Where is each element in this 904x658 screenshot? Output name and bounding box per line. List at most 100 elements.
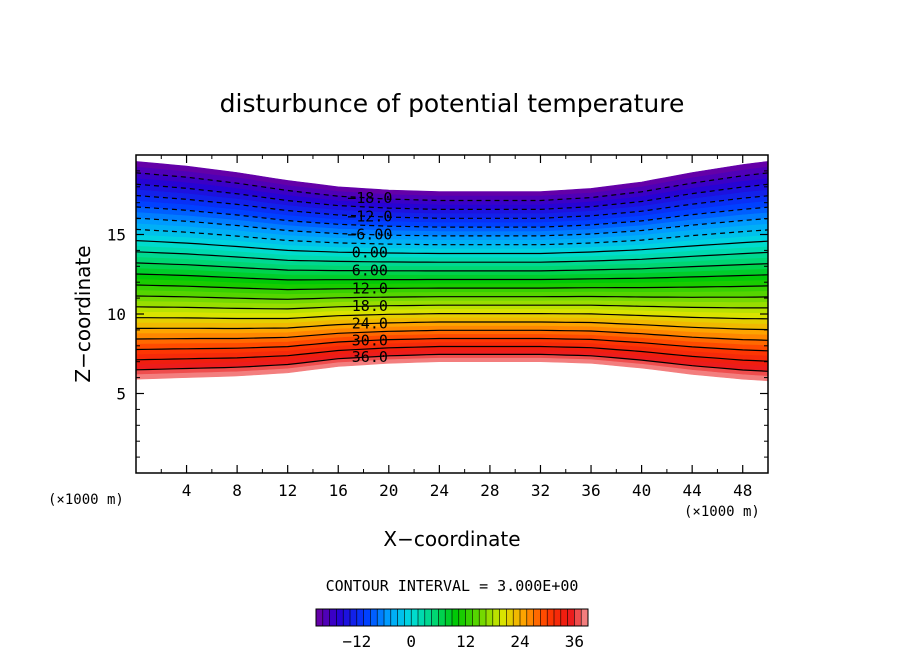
colorbar-tick-label: 24: [510, 632, 529, 651]
contour-line-negative: [136, 206, 768, 228]
x-tick-label: 28: [480, 481, 499, 500]
contour-label: −12.0: [347, 207, 392, 225]
contour-line: [136, 240, 768, 255]
colorbar-cell: [384, 609, 392, 626]
colorbar-cell: [560, 609, 568, 626]
x-tick-label: 44: [683, 481, 702, 500]
colorbar-cell: [329, 609, 337, 626]
colorbar-tick-labels: −12 0 12 24 36: [342, 632, 584, 651]
y-tick-label: 15: [107, 226, 126, 245]
contour-line-negative: [136, 228, 768, 246]
colorbar-cell: [356, 609, 364, 626]
x-axis-ticks: 4 8 12 16 20 24 28 32 36 40 44 48: [160, 155, 752, 500]
colorbar-cell: [486, 609, 494, 626]
colorbar-cell: [581, 609, 589, 626]
x-tick-label: 20: [379, 481, 398, 500]
contour-line-negative: [136, 194, 768, 219]
colorbar-cell: [316, 609, 324, 626]
colorbar-cell: [377, 609, 385, 626]
colorbar-cell: [452, 609, 460, 626]
x-axis-label: X−coordinate: [383, 527, 520, 551]
contour-label: −18.0: [347, 189, 392, 207]
colorbar-cell: [554, 609, 562, 626]
x-tick-label: 40: [632, 481, 651, 500]
contour-label: 36.0: [352, 348, 388, 366]
x-unit-label-right: (×1000 m): [684, 504, 760, 520]
colorbar-cell: [547, 609, 555, 626]
colorbar-tick-label: −12: [342, 632, 371, 651]
contour-line: [136, 353, 768, 372]
contour-line: [136, 262, 768, 272]
contour-line: [136, 273, 768, 281]
contour-line-negative: [136, 183, 768, 210]
x-tick-label: 32: [531, 481, 550, 500]
colorbar-cell: [506, 609, 514, 626]
colorbar-cell: [438, 609, 446, 626]
field-band: [136, 357, 768, 382]
colorbar-cell: [404, 609, 412, 626]
x-unit-label-left: (×1000 m): [48, 492, 124, 508]
colorbar-cell: [390, 609, 398, 626]
colorbar-cell: [520, 609, 528, 626]
contour-line: [136, 251, 768, 263]
contour-label: 12.0: [352, 280, 388, 298]
colorbar-cell: [526, 609, 534, 626]
chart-title: disturbunce of potential temperature: [220, 89, 685, 118]
contour-line: [136, 345, 768, 362]
colorbar-tick-label: 12: [456, 632, 475, 651]
y-tick-label: 5: [116, 385, 126, 404]
contour-interval-text: CONTOUR INTERVAL = 3.000E+00: [326, 577, 579, 595]
x-tick-label: 24: [430, 481, 449, 500]
colorbar-frame: [315, 608, 589, 627]
colorbar-cell: [574, 609, 582, 626]
colorbar-cell: [458, 609, 466, 626]
colorbar-cell: [533, 609, 541, 626]
contour-line: [136, 321, 768, 331]
colorbar-cell: [343, 609, 351, 626]
contour-label: −6.00: [347, 226, 392, 244]
contour-label: 30.0: [352, 332, 388, 350]
contour-line: [136, 295, 768, 300]
colorbar-cell: [336, 609, 344, 626]
colorbar-cell: [397, 609, 405, 626]
contour-line: [136, 313, 768, 320]
colorbar-cell: [350, 609, 358, 626]
colorbar-cell: [411, 609, 419, 626]
x-tick-label: 48: [733, 481, 752, 500]
colorbar-cell: [479, 609, 487, 626]
colorbar-cell: [567, 609, 575, 626]
contour-label: 24.0: [352, 315, 388, 333]
colorbar-cell: [322, 609, 330, 626]
contour-line: [136, 284, 768, 291]
colorbar-cell: [499, 609, 507, 626]
contour-line: [136, 329, 768, 341]
y-axis-ticks: 5 10 15: [107, 170, 768, 458]
colorbar-cell: [465, 609, 473, 626]
colorbar-cell: [418, 609, 426, 626]
colorbar-cell: [431, 609, 439, 626]
colorbar-cell: [445, 609, 453, 626]
colorbar: [315, 609, 589, 626]
colorbar-cell: [370, 609, 378, 626]
colorbar-cell: [363, 609, 371, 626]
contour-line: [136, 337, 768, 352]
contour-labels: −18.0−12.0−6.000.006.0012.018.024.030.03…: [347, 189, 392, 366]
contour-line-negative: [136, 172, 768, 202]
colorbar-cell: [424, 609, 432, 626]
contour-label: 18.0: [352, 297, 388, 315]
contour-line: [136, 304, 768, 310]
colorbar-tick-label: 0: [406, 632, 416, 651]
contour-label: 0.00: [352, 244, 388, 262]
colorbar-cell: [513, 609, 521, 626]
contour-lines: [136, 172, 768, 372]
colorbar-tick-label: 36: [565, 632, 584, 651]
x-tick-label: 36: [581, 481, 600, 500]
x-tick-label: 4: [182, 481, 192, 500]
x-tick-label: 8: [232, 481, 242, 500]
colorbar-cell: [472, 609, 480, 626]
contour-line-negative: [136, 217, 768, 237]
y-axis-label: Z−coordinate: [71, 245, 95, 382]
x-tick-label: 12: [278, 481, 297, 500]
colorbar-cell: [540, 609, 548, 626]
